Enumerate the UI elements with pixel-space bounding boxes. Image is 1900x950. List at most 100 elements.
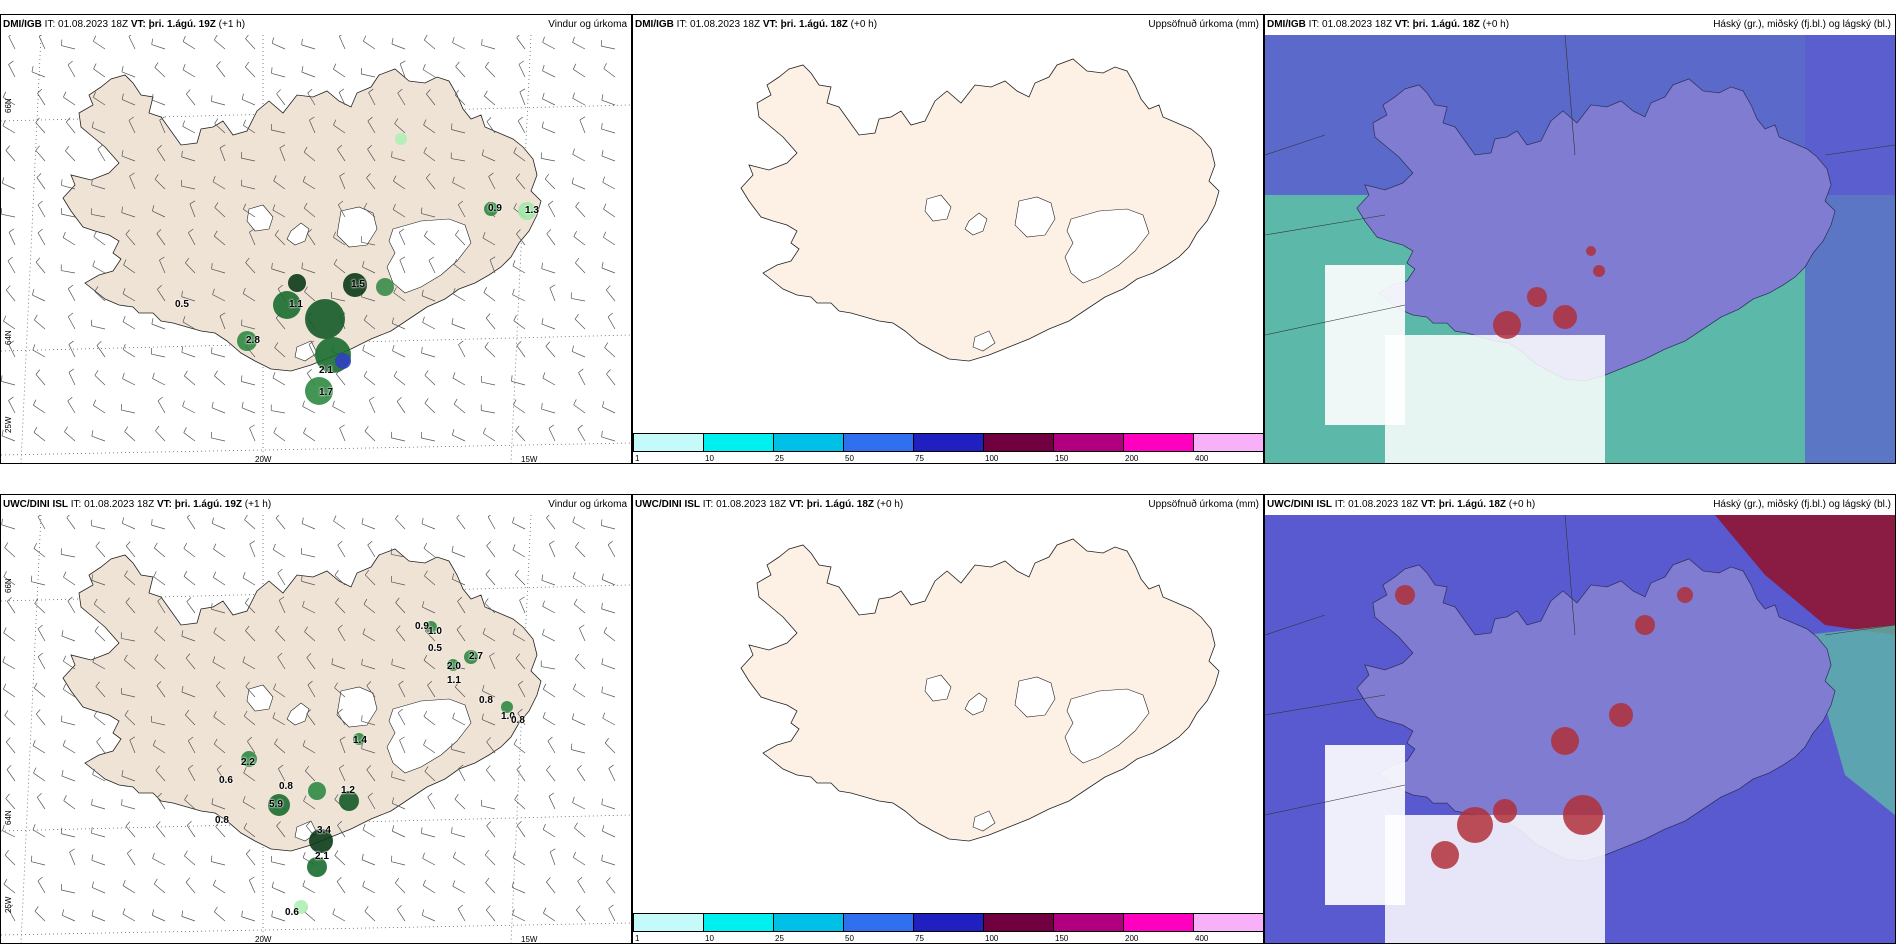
wind-barb: [32, 349, 46, 358]
wind-barb-flag: [6, 765, 12, 770]
wind-barb: [273, 688, 286, 698]
wind-barb-flag: [366, 765, 372, 770]
wind-barb: [125, 234, 136, 246]
wind-barb-flag: [362, 261, 365, 267]
wind-barb-flag: [606, 285, 611, 291]
wind-barb-flag: [245, 849, 251, 855]
wind-barb-flag: [392, 203, 396, 210]
wind-barb-flag: [125, 597, 130, 603]
wind-barb-flag: [152, 739, 156, 746]
wind-barb-flag: [367, 792, 373, 798]
wind-barb-flag: [424, 766, 429, 772]
wind-barb: [2, 125, 16, 134]
wind-barb: [37, 93, 46, 106]
wind-barb: [361, 748, 376, 754]
wind-barb: [249, 880, 256, 894]
wind-barb: [391, 156, 406, 162]
wind-barb: [92, 265, 106, 274]
valid-time-label: VT:: [130, 19, 146, 30]
wind-barb: [35, 262, 46, 274]
lead-time: (+0 h): [1482, 19, 1510, 30]
wind-barb: [185, 657, 196, 670]
wind-barb-flag: [424, 230, 428, 237]
colorbar-segment: [1053, 433, 1124, 452]
precip-value-label: 0.8: [511, 715, 525, 726]
wind-barb-flag: [451, 545, 454, 552]
wind-barb-flag: [91, 798, 93, 806]
wind-barb: [274, 743, 286, 754]
wind-barb: [571, 749, 586, 754]
wind-barb: [572, 98, 586, 106]
wind-barb: [546, 769, 556, 782]
wind-barb-flag: [549, 540, 555, 545]
wind-barb: [33, 772, 46, 782]
wind-barb: [395, 518, 406, 530]
wind-barb: [242, 661, 256, 670]
precip-value-label: 3.4: [317, 825, 331, 836]
precip-blob: [484, 202, 498, 216]
wind-barb: [93, 404, 106, 414]
wind-barb: [242, 293, 256, 302]
wind-barb: [367, 120, 376, 134]
wind-barb-flag: [271, 910, 273, 917]
wind-barb: [8, 400, 16, 414]
wind-barb-flag: [303, 795, 307, 802]
wind-barb: [572, 802, 586, 810]
glacier: [286, 702, 310, 726]
wind-barb-flag: [271, 881, 274, 888]
precip-blob: [309, 829, 333, 853]
wind-barb-flag: [272, 712, 276, 719]
wind-barb: [392, 209, 406, 218]
wind-barb: [184, 855, 196, 866]
wind-barb-flag: [214, 370, 218, 376]
wind-barb: [5, 289, 16, 302]
wind-barb: [542, 98, 556, 106]
wind-barb: [519, 91, 526, 106]
precip-value-label: 2.0: [447, 661, 461, 672]
wind-barb-flag: [154, 62, 159, 68]
model-name: UWC/DINI ISL: [1267, 499, 1332, 510]
wind-barb: [121, 155, 136, 162]
wind-barb-flag: [363, 35, 367, 42]
cloud-cover-map: [1265, 35, 1895, 463]
wind-barb: [453, 403, 466, 414]
wind-barb-flag: [4, 710, 9, 716]
precip-value-label: 0.9: [488, 203, 502, 214]
wind-barb: [392, 350, 406, 358]
wind-barb: [187, 768, 196, 782]
lead-time: (+0 h): [876, 499, 904, 510]
wind-barb: [213, 577, 226, 586]
wind-barb: [333, 263, 346, 274]
wind-barb: [399, 259, 406, 274]
wind-barb: [423, 716, 436, 726]
wind-barb: [151, 721, 166, 726]
wind-barb: [241, 407, 256, 414]
wind-barb: [63, 576, 76, 586]
wind-barb-flag: [213, 543, 217, 550]
wind-barb-flag: [363, 202, 368, 209]
wind-barb: [7, 260, 16, 274]
wind-barb-flag: [91, 854, 94, 861]
wind-barb: [91, 435, 106, 442]
wind-barb-flag: [122, 908, 126, 915]
wind-barb: [334, 855, 346, 866]
wind-barb-flag: [31, 65, 34, 72]
wind-barb: [603, 208, 616, 218]
glacier: [386, 698, 472, 774]
wind-barb-flag: [95, 681, 100, 687]
wind-barb-flag: [601, 798, 603, 805]
wind-barb: [452, 293, 466, 302]
wind-barb-flag: [542, 36, 545, 43]
wind-barb-flag: [338, 764, 345, 769]
wind-barb-flag: [423, 739, 427, 746]
wind-barb: [513, 743, 526, 754]
wind-barb: [152, 378, 166, 386]
lon-label-15w: 15W: [521, 455, 538, 464]
wind-barb-flag: [181, 686, 184, 693]
wind-barb-flag: [541, 403, 543, 410]
lead-time: (+0 h): [1508, 499, 1536, 510]
wind-barb: [304, 911, 316, 922]
wind-barb: [547, 204, 556, 218]
wind-barb: [181, 156, 196, 162]
wind-barb: [67, 400, 76, 414]
